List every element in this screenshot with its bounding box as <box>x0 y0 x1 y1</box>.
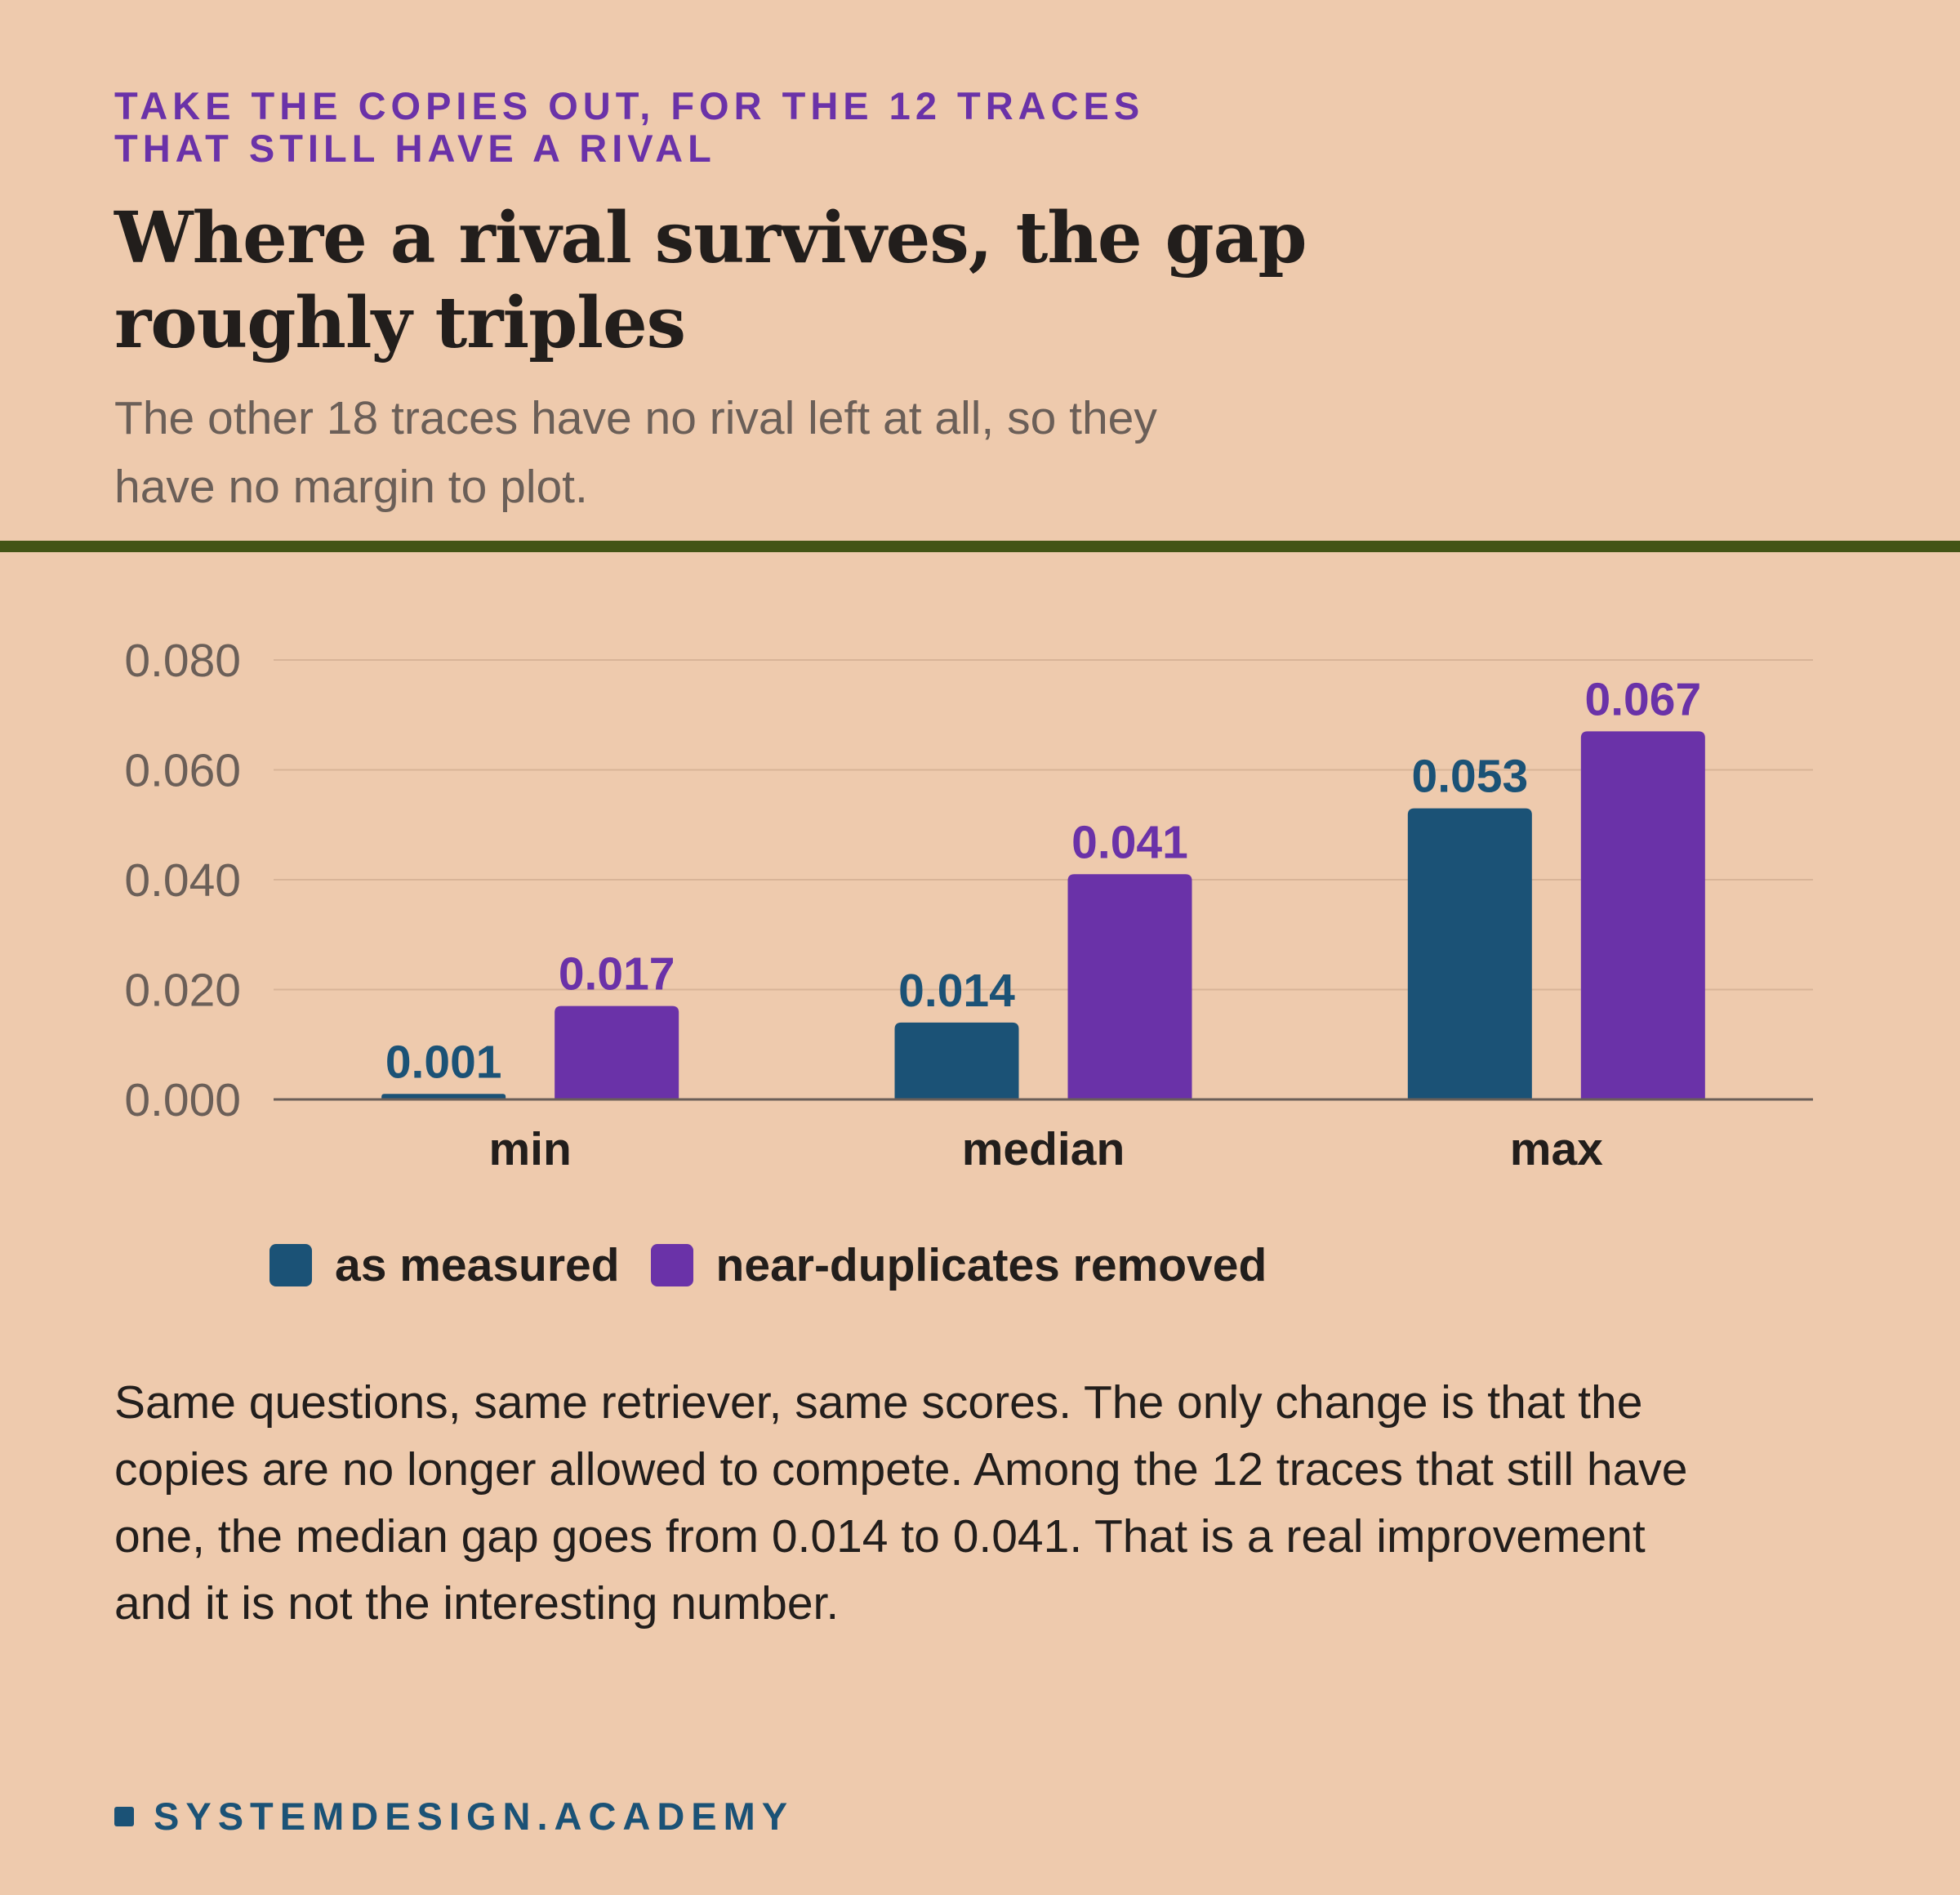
bar-near-duplicates-removed-min <box>555 1005 679 1099</box>
body-line-2: copies are no longer allowed to compete.… <box>114 1443 1688 1496</box>
eyebrow: TAKE THE COPIES OUT, FOR THE 12 TRACES T… <box>114 85 1339 170</box>
body-line-3: one, the median gap goes from 0.014 to 0… <box>114 1510 1646 1563</box>
chart-subtitle: The other 18 traces have no rival left a… <box>114 384 1323 521</box>
x-tick-label: min <box>488 1123 571 1175</box>
eyebrow-line-2: THAT STILL HAVE A RIVAL <box>114 127 716 170</box>
body-paragraph: Same questions, same retriever, same sco… <box>114 1369 1862 1637</box>
legend-swatch-near-duplicates-removed <box>650 1244 693 1286</box>
x-tick-label: median <box>962 1123 1125 1175</box>
bar-as-measured-median <box>894 1022 1019 1099</box>
body-line-4: and it is not the interesting number. <box>114 1577 840 1630</box>
legend: as measured near-duplicates removed <box>270 1238 1298 1292</box>
x-axis-ticks: min median max <box>488 1123 1603 1175</box>
divider-rule <box>0 541 1960 552</box>
body-line-1: Same questions, same retriever, same sco… <box>114 1376 1643 1429</box>
eyebrow-line-1: TAKE THE COPIES OUT, FOR THE 12 TRACES <box>114 84 1145 127</box>
chart-subtitle-line-1: The other 18 traces have no rival left a… <box>114 392 1157 444</box>
data-labels: 0.001 0.017 0.014 0.041 0.053 0.067 <box>385 673 1701 1088</box>
bars <box>381 731 1705 1099</box>
y-tick-label: 0.020 <box>124 965 241 1017</box>
y-tick-label: 0.060 <box>124 745 241 797</box>
data-label-as-measured-median: 0.014 <box>898 965 1015 1017</box>
data-label-as-measured-min: 0.001 <box>385 1036 502 1088</box>
data-label-near-duplicates-removed-median: 0.041 <box>1071 816 1188 868</box>
brand-name: SYSTEMDESIGN.ACADEMY <box>154 1795 795 1838</box>
chart-title: Where a rival survives, the gap roughly … <box>114 196 1339 366</box>
y-tick-label: 0.000 <box>124 1074 241 1126</box>
data-label-as-measured-max: 0.053 <box>1412 751 1529 803</box>
brand-footer: SYSTEMDESIGN.ACADEMY <box>114 1794 794 1839</box>
y-tick-label: 0.040 <box>124 854 241 907</box>
chart-subtitle-line-2: have no margin to plot. <box>114 461 588 513</box>
legend-label-near-duplicates-removed: near-duplicates removed <box>715 1239 1267 1291</box>
data-label-near-duplicates-removed-min: 0.017 <box>559 948 675 1001</box>
chart-title-line-2: roughly triples <box>114 282 686 364</box>
legend-item-near-duplicates-removed: near-duplicates removed <box>650 1238 1267 1292</box>
bar-as-measured-max <box>1407 808 1532 1099</box>
bar-near-duplicates-removed-median <box>1067 874 1192 1099</box>
legend-item-as-measured: as measured <box>270 1238 620 1292</box>
legend-label-as-measured: as measured <box>335 1239 620 1291</box>
data-label-near-duplicates-removed-max: 0.067 <box>1585 673 1702 725</box>
y-axis-ticks: 0.000 0.020 0.040 0.060 0.080 <box>124 635 241 1126</box>
bar-as-measured-min <box>381 1094 506 1099</box>
grid-lines <box>274 659 1813 991</box>
y-tick-label: 0.080 <box>124 635 241 687</box>
chart-title-line-1: Where a rival survives, the gap <box>114 197 1307 279</box>
bar-chart: 0.000 0.020 0.040 0.060 0.080 0.001 0.017 0.01… <box>124 635 1813 1175</box>
legend-swatch-as-measured <box>270 1244 312 1286</box>
bar-near-duplicates-removed-max <box>1580 731 1705 1099</box>
x-tick-label: max <box>1510 1123 1603 1175</box>
brand-mark-icon <box>114 1806 134 1826</box>
